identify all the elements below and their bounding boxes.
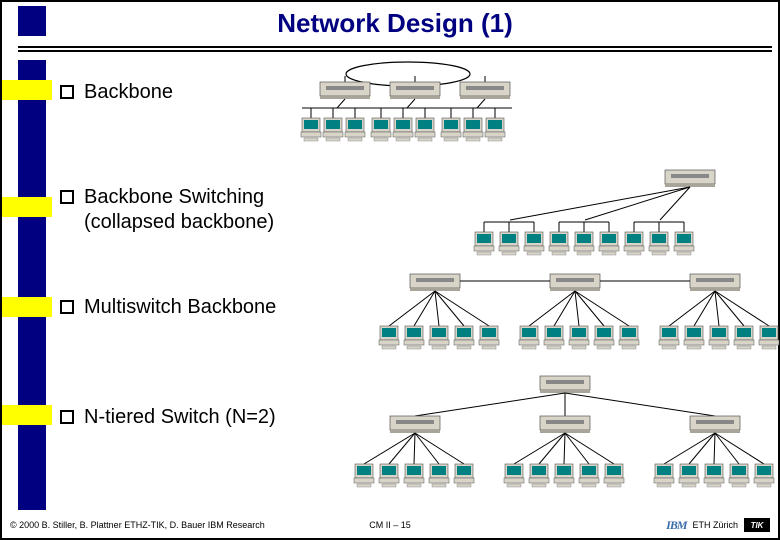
network-diagram xyxy=(455,160,765,275)
network-diagram xyxy=(290,60,540,170)
title-bar: Network Design (1) xyxy=(18,6,772,56)
slide-title: Network Design (1) xyxy=(18,8,772,39)
ibm-logo: IBM xyxy=(666,518,686,533)
footer-page: CM II – 15 xyxy=(349,520,431,530)
eth-label: ETH Zürich xyxy=(693,520,739,530)
network-diagram xyxy=(370,266,780,381)
bullet-item: Backbone Switching(collapsed backbone) xyxy=(60,185,274,235)
tik-logo: TIK xyxy=(744,518,770,532)
bullet-item: N-tiered Switch (N=2) xyxy=(60,405,276,430)
sidebar-stripe xyxy=(18,60,46,510)
footer-copyright: © 2000 B. Stiller, B. Plattner ETHZ-TIK,… xyxy=(10,520,349,530)
bullet-text: Backbone Switching(collapsed backbone) xyxy=(84,185,274,235)
yellow-tab xyxy=(2,297,52,317)
footer: © 2000 B. Stiller, B. Plattner ETHZ-TIK,… xyxy=(10,516,770,534)
bullet-marker xyxy=(60,190,74,204)
bullet-marker xyxy=(60,410,74,424)
yellow-tab xyxy=(2,405,52,425)
network-diagram xyxy=(340,374,780,504)
title-underline xyxy=(18,46,772,52)
bullet-text: N-tiered Switch (N=2) xyxy=(84,405,276,430)
yellow-tab xyxy=(2,80,52,100)
bullet-item: Multiswitch Backbone xyxy=(60,295,276,320)
bullet-marker xyxy=(60,300,74,314)
bullet-marker xyxy=(60,85,74,99)
content-area: Backbone Backbone Switching(collapsed bac… xyxy=(60,70,772,510)
yellow-tab xyxy=(2,197,52,217)
bullet-item: Backbone xyxy=(60,80,173,105)
bullet-text: Multiswitch Backbone xyxy=(84,295,276,320)
footer-logos: IBM ETH Zürich TIK xyxy=(431,518,770,533)
bullet-text: Backbone xyxy=(84,80,173,105)
